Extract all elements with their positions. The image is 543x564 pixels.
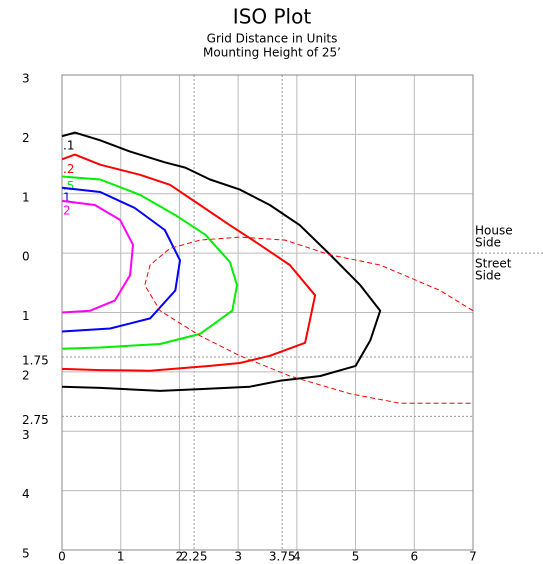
x-tick-label: 4: [293, 550, 301, 564]
y-tick-label: 1: [22, 190, 30, 204]
y-tick-label: 1: [22, 309, 30, 323]
contour-line: [61, 199, 134, 314]
y-tick-label: 5: [22, 547, 30, 561]
y-tick-label: 2: [22, 131, 30, 145]
contour-line: [144, 236, 474, 404]
annotation: Side: [475, 269, 501, 283]
y-tick-label: 1.75: [22, 354, 49, 368]
x-tick-label: 3.75: [269, 550, 296, 564]
y-tick-label: 3: [22, 428, 30, 442]
contour-label: 2: [63, 203, 71, 217]
contour-line: [61, 186, 181, 333]
x-tick-label: 3: [234, 550, 242, 564]
contour-label: 1: [63, 190, 71, 204]
chart-title: ISO Plot: [233, 5, 312, 29]
chart-subtitle: Grid Distance in Units: [207, 32, 338, 46]
chart-subtitle: Mounting Height of 25’: [203, 46, 341, 60]
contour-line: [61, 175, 238, 350]
x-tick-label: 2: [176, 550, 184, 564]
contour-label: .2: [63, 162, 74, 176]
contour-line: [61, 153, 317, 372]
x-tick-label: 0: [58, 550, 66, 564]
annotation: Street: [475, 257, 512, 271]
x-tick-label: 1: [117, 550, 125, 564]
contour-label: .1: [63, 139, 74, 153]
y-tick-label: 2.75: [22, 413, 49, 427]
annotation: Side: [475, 236, 501, 250]
x-tick-label: 6: [410, 550, 418, 564]
y-tick-label: 3: [22, 72, 30, 86]
annotation: House: [475, 224, 513, 238]
x-tick-label: 7: [469, 550, 477, 564]
y-tick-label: 2: [22, 368, 30, 382]
y-tick-label: 4: [22, 487, 30, 501]
x-tick-label: 5: [352, 550, 360, 564]
x-tick-label: 2.25: [181, 550, 208, 564]
contour-label: .5: [63, 179, 74, 193]
y-tick-label: 0: [22, 250, 30, 264]
contour-line: [61, 131, 382, 392]
